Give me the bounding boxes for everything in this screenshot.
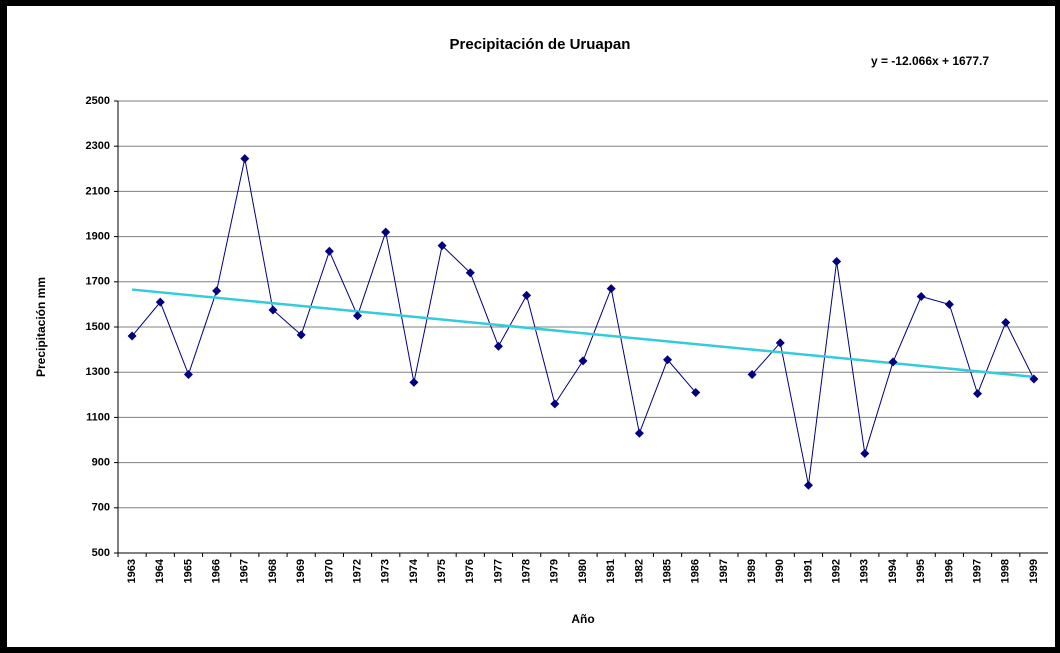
- x-tick-label: 1987: [718, 559, 730, 583]
- x-tick-label: 1967: [239, 559, 251, 583]
- y-tick-label: 2100: [86, 185, 110, 197]
- data-point: [916, 291, 926, 301]
- data-point: [944, 299, 954, 309]
- data-point: [550, 399, 560, 409]
- data-point: [381, 227, 391, 237]
- data-point: [437, 241, 447, 251]
- data-point: [353, 311, 363, 321]
- y-tick-label: 2500: [86, 95, 110, 107]
- x-tick-label: 1989: [746, 559, 758, 583]
- data-point: [155, 297, 165, 307]
- data-point: [973, 389, 983, 399]
- data-point: [634, 428, 644, 438]
- x-tick-label: 1970: [323, 559, 335, 583]
- x-tick-label: 1980: [577, 559, 589, 583]
- x-tick-label: 1964: [154, 558, 166, 583]
- data-point: [1029, 374, 1039, 384]
- data-point: [803, 480, 813, 490]
- data-point: [240, 154, 250, 164]
- data-point: [324, 246, 334, 256]
- x-tick-label: 1997: [971, 559, 983, 583]
- data-point: [691, 388, 701, 398]
- x-tick-label: 1990: [774, 559, 786, 583]
- y-tick-label: 700: [92, 502, 110, 514]
- x-tick-label: 1986: [690, 559, 702, 583]
- data-point: [268, 305, 278, 315]
- x-tick-label: 1974: [408, 558, 420, 583]
- y-tick-label: 1100: [86, 411, 110, 423]
- x-tick-label: 1969: [295, 559, 307, 583]
- y-tick-label: 500: [92, 547, 110, 559]
- x-axis-label: Año: [571, 612, 594, 626]
- x-tick-label: 1996: [943, 559, 955, 583]
- data-point: [409, 377, 419, 387]
- x-tick-label: 1998: [1000, 559, 1012, 583]
- data-point: [465, 268, 475, 278]
- x-tick-label: 1991: [802, 559, 814, 583]
- data-point: [183, 369, 193, 379]
- x-tick-label: 1992: [831, 559, 843, 583]
- x-tick-label: 1994: [887, 558, 899, 583]
- data-point: [493, 341, 503, 351]
- data-point: [832, 256, 842, 266]
- data-point: [775, 338, 785, 348]
- trend-equation: y = -12.066x + 1677.7: [871, 54, 989, 68]
- x-tick-label: 1981: [605, 559, 617, 583]
- x-tick-label: 1963: [126, 559, 138, 583]
- x-tick-label: 1965: [182, 559, 194, 583]
- trend-line: [131, 288, 1035, 379]
- x-tick-label: 1999: [1028, 559, 1040, 583]
- x-tick-label: 1977: [492, 559, 504, 583]
- x-tick-label: 1973: [380, 559, 392, 583]
- x-tick-label: 1985: [661, 559, 673, 583]
- x-tick-label: 1978: [521, 559, 533, 583]
- x-tick-label: 1966: [211, 559, 223, 583]
- data-point: [522, 290, 532, 300]
- data-point: [888, 357, 898, 367]
- data-point: [578, 356, 588, 366]
- y-tick-label: 1700: [86, 276, 110, 288]
- data-point: [1001, 317, 1011, 327]
- y-tick-label: 1300: [86, 366, 110, 378]
- x-tick-label: 1982: [633, 559, 645, 583]
- data-point: [747, 369, 757, 379]
- data-point: [212, 286, 222, 296]
- data-point: [606, 284, 616, 294]
- y-tick-label: 1500: [86, 321, 110, 333]
- x-tick-label: 1976: [464, 559, 476, 583]
- y-axis-label: Precipitación mm: [34, 277, 48, 377]
- x-tick-label: 1975: [436, 559, 448, 583]
- x-tick-label: 1979: [549, 559, 561, 583]
- x-tick-label: 1993: [859, 559, 871, 583]
- data-point: [860, 449, 870, 459]
- y-tick-label: 2300: [86, 140, 110, 152]
- x-tick-label: 1968: [267, 559, 279, 583]
- data-point: [663, 355, 673, 365]
- data-point: [296, 330, 306, 340]
- data-point: [127, 331, 137, 341]
- x-tick-label: 1995: [915, 559, 927, 583]
- y-tick-label: 1900: [86, 231, 110, 243]
- x-tick-label: 1972: [351, 559, 363, 583]
- chart-title: Precipitación de Uruapan: [450, 36, 631, 53]
- y-tick-label: 900: [92, 457, 110, 469]
